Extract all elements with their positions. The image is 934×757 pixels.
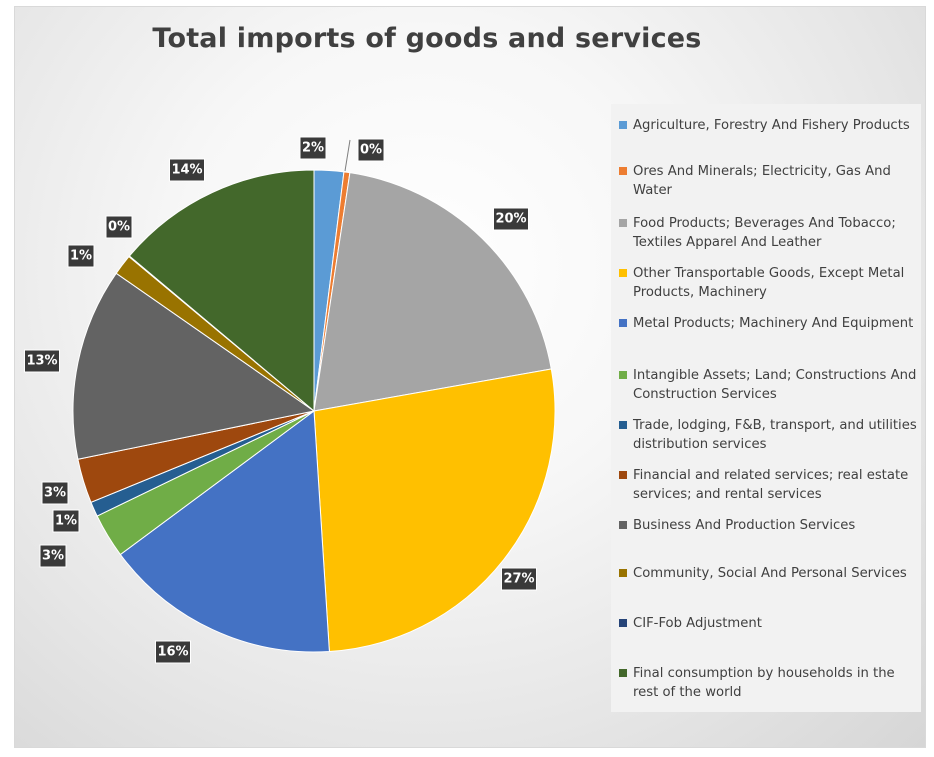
- data-label: 27%: [501, 567, 537, 591]
- data-label: 14%: [169, 158, 205, 182]
- legend-label: Financial and related services; real est…: [633, 468, 909, 502]
- legend-label: Community, Social And Personal Services: [633, 566, 907, 581]
- data-label-box: [299, 136, 327, 160]
- leader-line: [344, 139, 351, 172]
- data-label-text: 3%: [44, 486, 66, 501]
- data-label-box: [105, 215, 133, 239]
- legend-item: Business And Production Services: [619, 516, 919, 535]
- data-label-box: [67, 244, 95, 268]
- legend-swatch: [619, 521, 627, 529]
- legend-item: Financial and related services; real est…: [619, 466, 919, 504]
- legend-swatch: [619, 269, 627, 277]
- data-label: 0%: [105, 215, 133, 239]
- legend-swatch: [619, 319, 627, 327]
- legend-swatch: [619, 619, 627, 627]
- chart-area: Total imports of goods and services 2% 0%…: [14, 6, 926, 748]
- data-label-text: 13%: [26, 354, 57, 369]
- legend-item: Intangible Assets; Land; Constructions A…: [619, 366, 919, 404]
- legend-item: Agriculture, Forestry And Fishery Produc…: [619, 116, 919, 135]
- data-label-box: [169, 158, 205, 182]
- legend-item: CIF-Fob Adjustment: [619, 614, 919, 633]
- data-label: 2%: [299, 136, 327, 160]
- data-label-box: [357, 138, 385, 162]
- legend-label: Food Products; Beverages And Tobacco; Te…: [633, 216, 896, 250]
- legend-label: Final consumption by households in the r…: [633, 666, 895, 700]
- legend-item: Metal Products; Machinery And Equipment: [619, 314, 919, 333]
- data-label-text: 16%: [157, 645, 188, 660]
- legend-item: Final consumption by households in the r…: [619, 664, 919, 702]
- pie-slice: [313, 368, 556, 653]
- legend-swatch: [619, 421, 627, 429]
- data-label-box: [52, 509, 80, 533]
- legend-swatch: [619, 167, 627, 175]
- data-label: 3%: [39, 544, 67, 568]
- legend-swatch: [619, 371, 627, 379]
- data-label-box: [493, 207, 529, 231]
- legend-label: Intangible Assets; Land; Constructions A…: [633, 368, 917, 402]
- data-label-text: 3%: [42, 549, 64, 564]
- pie-data-labels: 2% 0% 20% 27% 16% 3% 1% 3% 13% 1% 0% 14%: [24, 136, 537, 664]
- legend-label: Agriculture, Forestry And Fishery Produc…: [633, 118, 910, 133]
- legend-item: Other Transportable Goods, Except Metal …: [619, 264, 919, 302]
- data-label-box: [41, 481, 69, 505]
- legend-label: Other Transportable Goods, Except Metal …: [633, 266, 905, 300]
- data-label-box: [39, 544, 67, 568]
- pie-slice: [72, 272, 316, 460]
- data-label-text: 1%: [70, 249, 92, 264]
- legend-swatch: [619, 219, 627, 227]
- data-label-box: [501, 567, 537, 591]
- data-label-text: 2%: [302, 141, 324, 156]
- pie-slice: [128, 169, 315, 413]
- pie-slice: [313, 172, 552, 412]
- legend-swatch: [619, 669, 627, 677]
- data-label: 0%: [357, 138, 385, 162]
- data-label-text: 1%: [55, 514, 77, 529]
- legend-swatch: [619, 569, 627, 577]
- data-label-text: 14%: [171, 163, 202, 178]
- data-label-text: 27%: [503, 572, 534, 587]
- data-label: 1%: [67, 244, 95, 268]
- legend-item: Community, Social And Personal Services: [619, 564, 919, 583]
- legend-swatch: [619, 471, 627, 479]
- legend-item: Food Products; Beverages And Tobacco; Te…: [619, 214, 919, 252]
- pie-slices: [72, 169, 556, 653]
- legend-label: Trade, lodging, F&B, transport, and util…: [633, 418, 917, 452]
- data-label: 13%: [24, 349, 60, 373]
- data-label-text: 0%: [108, 220, 130, 235]
- chart-title: Total imports of goods and services: [152, 23, 702, 54]
- data-label-box: [24, 349, 60, 373]
- pie-chart: 2% 0% 20% 27% 16% 3% 1% 3% 13% 1% 0% 14%: [24, 136, 556, 664]
- legend-item: Trade, lodging, F&B, transport, and util…: [619, 416, 919, 454]
- pie-slice: [119, 410, 330, 653]
- data-label-box: [155, 640, 191, 664]
- data-label: 3%: [41, 481, 69, 505]
- data-label-text: 0%: [360, 143, 382, 158]
- data-label-text: 20%: [495, 212, 526, 227]
- data-label: 20%: [493, 207, 529, 231]
- data-label: 16%: [155, 640, 191, 664]
- data-label: 1%: [52, 509, 80, 533]
- legend-label: Business And Production Services: [633, 518, 856, 533]
- legend-swatch: [619, 121, 627, 129]
- legend: Agriculture, Forestry And Fishery Produc…: [611, 104, 921, 712]
- legend-item: Ores And Minerals; Electricity, Gas And …: [619, 162, 919, 200]
- legend-label: Ores And Minerals; Electricity, Gas And …: [633, 164, 891, 198]
- legend-label: CIF-Fob Adjustment: [633, 616, 762, 631]
- legend-label: Metal Products; Machinery And Equipment: [633, 316, 914, 331]
